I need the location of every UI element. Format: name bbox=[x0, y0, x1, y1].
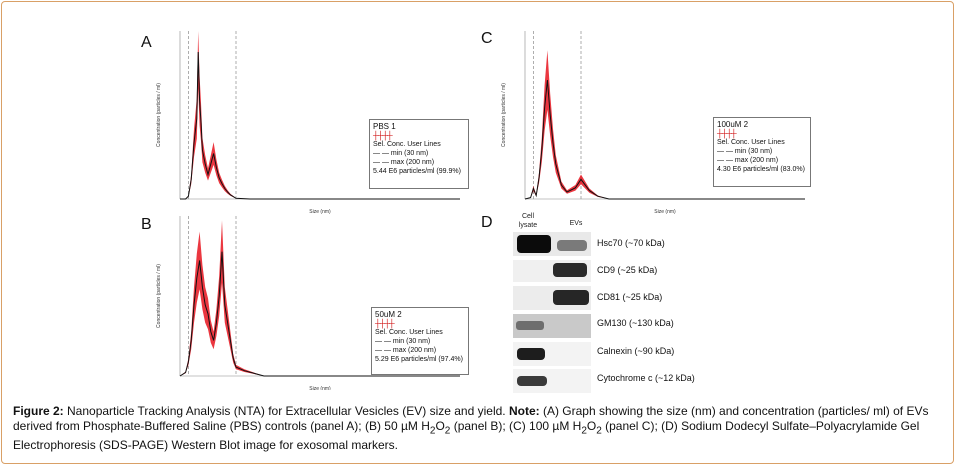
legend-swatch: ┼┼┼┼ bbox=[717, 129, 737, 138]
nta-plot-c: Size (nm) Concentration (particles / ml) bbox=[501, 31, 805, 215]
caption-text: O bbox=[586, 419, 597, 433]
legend-max-line: — — max (200 nm) bbox=[717, 157, 779, 164]
caption-figure-number: Figure 2: bbox=[13, 404, 64, 418]
panel-label-a: A bbox=[141, 34, 152, 51]
wb-marker-gm130: GM130 (~130 kDa) bbox=[597, 318, 674, 328]
panel-label-b: B bbox=[141, 216, 152, 233]
wb-marker-cd9: CD9 (~25 kDa) bbox=[597, 265, 658, 275]
legend-min-label: min (30 nm) bbox=[734, 148, 773, 155]
wb-band bbox=[557, 240, 587, 251]
wb-col-evs: EVs bbox=[569, 220, 583, 227]
legend-title: 50uM 2 bbox=[375, 310, 402, 319]
legend-max-label: max (200 nm) bbox=[734, 157, 779, 164]
panel-label-c: C bbox=[481, 30, 493, 47]
wb-marker-cd81: CD81 (~25 kDa) bbox=[597, 292, 663, 302]
legend-b: 50uM 2 ┼┼┼┼ Sel. Conc. User Lines — — mi… bbox=[371, 307, 469, 375]
wb-marker-hsc70: Hsc70 (~70 kDa) bbox=[597, 238, 665, 248]
legend-sel-label: Sel. Conc. User Lines bbox=[717, 139, 785, 146]
wb-band bbox=[553, 290, 589, 305]
y-axis-label: Concentration (particles / ml) bbox=[156, 83, 162, 147]
wb-band bbox=[517, 376, 547, 386]
caption-text: (panel C); (D) Sodium Dodecyl Sulfate–Po… bbox=[13, 419, 920, 453]
series-line bbox=[180, 51, 460, 200]
caption-subscript: 2 bbox=[444, 425, 451, 437]
series-line bbox=[179, 251, 460, 377]
wb-marker-cytochrome-c: Cytochrome c (~12 kDa) bbox=[597, 373, 695, 383]
caption-text: (panel B); (C) 100 µM H bbox=[450, 419, 582, 433]
wb-band bbox=[553, 263, 587, 277]
legend-swatch: ┼┼┼┼ bbox=[373, 131, 393, 140]
y-axis-label: Concentration (particles / ml) bbox=[501, 83, 507, 147]
caption-subscript: 2 bbox=[581, 425, 587, 437]
legend-sel-label: Sel. Conc. User Lines bbox=[373, 141, 441, 148]
figure-caption: Figure 2: Nanoparticle Tracking Analysis… bbox=[13, 404, 939, 453]
caption-note-label: Note: bbox=[505, 404, 540, 418]
wb-strip-hsc70 bbox=[513, 232, 591, 256]
nta-plot-b: Size (nm) Concentration (particles / ml) bbox=[156, 216, 460, 390]
wb-strip-calnexin bbox=[513, 342, 591, 366]
wb-strip-gm130 bbox=[513, 314, 591, 338]
x-axis-label: Size (nm) bbox=[654, 209, 676, 215]
legend-title: PBS 1 bbox=[373, 122, 396, 131]
wb-marker-calnexin: Calnexin (~90 kDa) bbox=[597, 346, 675, 356]
x-axis-label: Size (nm) bbox=[309, 386, 331, 390]
legend-min-line: — — min (30 nm) bbox=[717, 148, 773, 155]
legend-c: 100uM 2 ┼┼┼┼ Sel. Conc. User Lines — — m… bbox=[713, 117, 811, 187]
legend-result: 4.30 E6 particles/ml (83.0%) bbox=[717, 166, 805, 173]
legend-min-label: min (30 nm) bbox=[390, 150, 429, 157]
wb-band bbox=[516, 321, 544, 330]
caption-title: Nanoparticle Tracking Analysis (NTA) for… bbox=[63, 404, 506, 418]
wb-strip-cytochrome-c bbox=[513, 369, 591, 393]
panel-label-d: D bbox=[481, 214, 493, 231]
wb-strip-cd9 bbox=[513, 260, 591, 282]
caption-text: O bbox=[435, 419, 445, 433]
legend-sel-label: Sel. Conc. User Lines bbox=[375, 329, 443, 336]
caption-text: (A) Graph showing the size (nm) and conc… bbox=[13, 404, 929, 433]
legend-min-label: min (30 nm) bbox=[392, 338, 431, 345]
wb-col-cell-lysate: Cell lysate bbox=[518, 213, 538, 229]
legend-min-line: — — min (30 nm) bbox=[375, 338, 431, 345]
wb-band bbox=[517, 348, 545, 360]
legend-min-line: — — min (30 nm) bbox=[373, 150, 429, 157]
legend-result: 5.44 E6 particles/ml (99.9%) bbox=[373, 168, 461, 175]
nta-plot-a: Size (nm) Concentration (particles / ml) bbox=[156, 31, 460, 215]
legend-swatch: ┼┼┼┼ bbox=[375, 319, 395, 328]
y-axis-label: Concentration (particles / ml) bbox=[156, 264, 162, 328]
legend-max-line: — — max (200 nm) bbox=[375, 347, 437, 354]
series-line bbox=[524, 79, 805, 200]
caption-subscript: 2 bbox=[596, 425, 602, 437]
legend-a: PBS 1 ┼┼┼┼ Sel. Conc. User Lines — — min… bbox=[369, 119, 469, 189]
legend-max-label: max (200 nm) bbox=[392, 347, 437, 354]
x-axis-label: Size (nm) bbox=[309, 209, 331, 215]
wb-blot-area bbox=[513, 232, 591, 394]
legend-result: 5.29 E6 particles/ml (97.4%) bbox=[375, 356, 463, 363]
legend-title: 100uM 2 bbox=[717, 120, 749, 129]
legend-max-line: — — max (200 nm) bbox=[373, 159, 435, 166]
wb-band bbox=[517, 235, 551, 253]
legend-max-label: max (200 nm) bbox=[390, 159, 435, 166]
caption-subscript: 2 bbox=[429, 425, 436, 437]
wb-strip-cd81 bbox=[513, 286, 591, 310]
